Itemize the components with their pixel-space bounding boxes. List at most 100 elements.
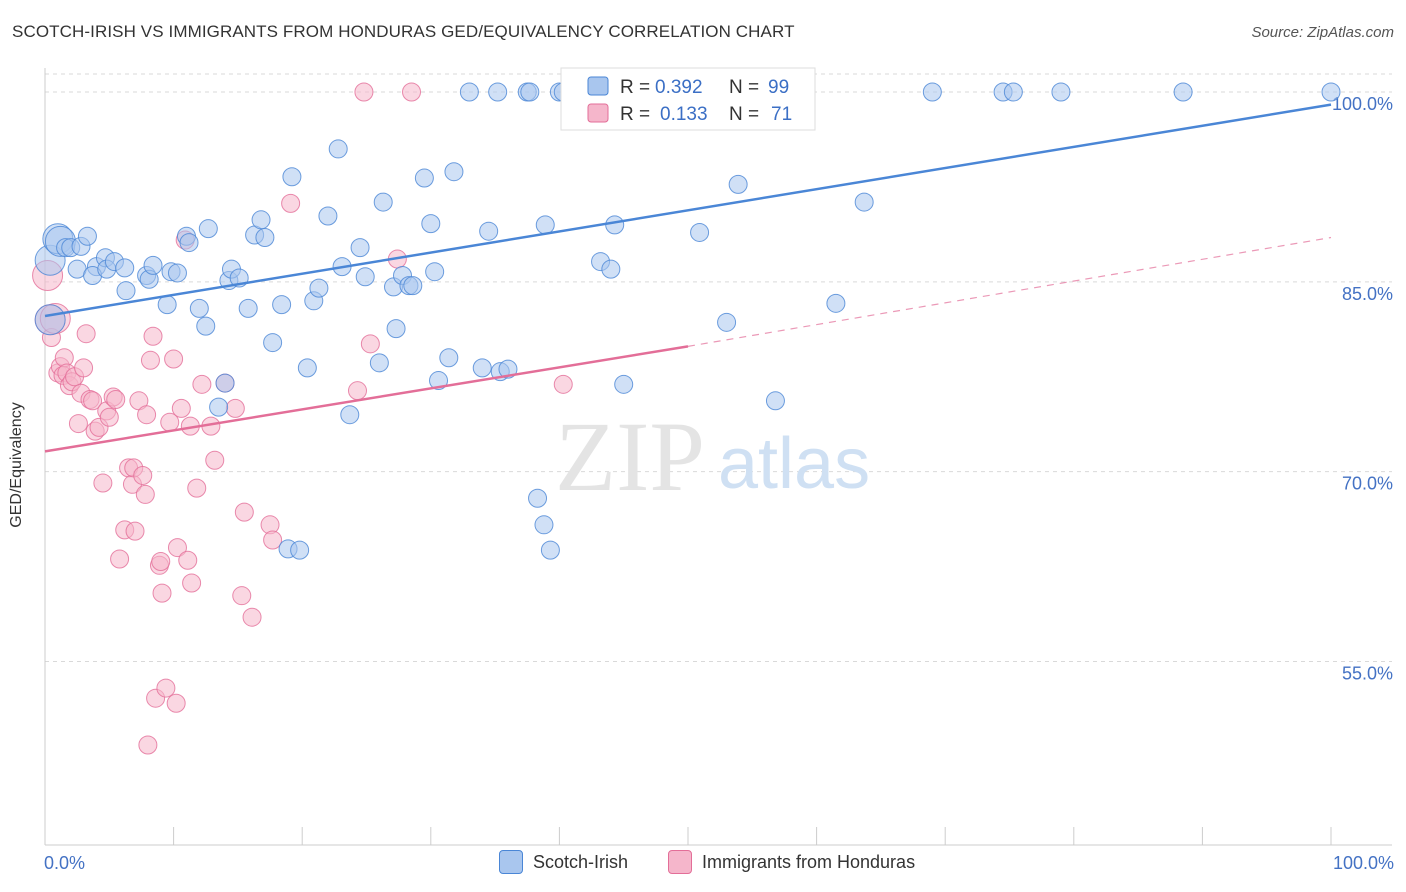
legend-item-scotch-irish[interactable]: Scotch-Irish [499, 850, 628, 874]
scotch-irish-point [179, 233, 199, 253]
series-honduras-points [32, 82, 573, 755]
x-tick-label-min: 0.0% [44, 853, 86, 873]
honduras-point [110, 549, 130, 569]
scotch-irish-point [189, 298, 209, 318]
scotch-irish-point [826, 293, 846, 313]
scotch-irish-point [340, 405, 360, 425]
scotch-irish-point [690, 222, 710, 242]
scotch-irish-point [209, 397, 229, 417]
trend-lines [44, 103, 1332, 453]
honduras-point [137, 405, 157, 425]
scotch-irish-point [272, 295, 292, 315]
honduras-point [232, 586, 252, 606]
trend-line-honduras-extension [687, 236, 1332, 347]
honduras-point [143, 326, 163, 346]
scotch-irish-point [472, 358, 492, 378]
scotch-irish-point [534, 515, 554, 535]
scotch-irish-point [1321, 82, 1341, 102]
y-tick-label: 100.0% [1332, 94, 1393, 114]
scotch-irish-point [238, 298, 258, 318]
scotch-irish-point [498, 359, 518, 379]
legend-swatch-blue [587, 76, 609, 96]
scotch-irish-point [765, 391, 785, 411]
legend-r-label: R = [620, 77, 650, 98]
honduras-point [360, 334, 380, 354]
honduras-point [234, 502, 254, 522]
honduras-point [106, 390, 126, 410]
legend-r-label: R = [620, 104, 650, 125]
scotch-irish-point [459, 82, 479, 102]
scotch-irish-point [429, 371, 449, 391]
honduras-point [354, 82, 374, 102]
honduras-point [281, 193, 301, 213]
honduras-point [164, 349, 184, 369]
trend-line-scotch-irish [44, 103, 1332, 318]
scotch-irish-point [528, 488, 548, 508]
trend-line-honduras [44, 345, 689, 453]
scotch-irish-point [535, 215, 555, 235]
honduras-point [151, 552, 171, 572]
honduras-point [347, 381, 367, 401]
legend-n-label: N = [729, 77, 759, 98]
scotch-irish-point [297, 358, 317, 378]
scotch-irish-point [421, 214, 441, 234]
watermark-zip: ZIP [555, 401, 705, 512]
scotch-irish-point [328, 139, 348, 159]
honduras-point [553, 374, 573, 394]
legend-n-value: 99 [768, 77, 789, 98]
honduras-point [205, 450, 225, 470]
honduras-point [187, 478, 207, 498]
honduras-point [138, 735, 158, 755]
honduras-point [166, 693, 186, 713]
scotch-irish-point [350, 238, 370, 258]
honduras-point [242, 607, 262, 627]
scotch-irish-point [290, 540, 310, 560]
scotch-irish-point [425, 262, 445, 282]
scotch-irish-point [601, 259, 621, 279]
scotch-irish-point [198, 219, 218, 239]
y-tick-labels: 55.0% 70.0% 85.0% 100.0% [1332, 94, 1393, 684]
axes [44, 68, 1392, 846]
y-tick-label: 70.0% [1342, 474, 1393, 494]
honduras-point [156, 678, 176, 698]
scotch-irish-point [34, 304, 66, 336]
scotch-irish-point [115, 258, 135, 278]
scotch-irish-point [116, 281, 136, 301]
scotch-irish-point [318, 206, 338, 226]
scotch-irish-point [1051, 82, 1071, 102]
scotch-irish-point [444, 162, 464, 182]
scotch-irish-point [157, 295, 177, 315]
legend-top: R = 0.392 N = 99 R = 0.133 N = 71 [560, 67, 816, 131]
scotch-irish-point [386, 319, 406, 339]
scotch-irish-point [520, 82, 540, 102]
legend-swatch-pink [587, 103, 609, 123]
scotch-irish-point [488, 82, 508, 102]
honduras-point [167, 538, 187, 558]
legend-label-honduras: Immigrants from Honduras [702, 851, 916, 872]
scotch-irish-point [403, 276, 423, 296]
honduras-point [192, 374, 212, 394]
scotch-irish-point [255, 228, 275, 248]
legend-item-honduras[interactable]: Immigrants from Honduras [668, 850, 915, 874]
gridlines [45, 73, 1392, 662]
scotch-irish-point [854, 192, 874, 212]
legend-swatch-honduras [668, 850, 692, 874]
y-tick-label: 85.0% [1342, 284, 1393, 304]
honduras-point [178, 550, 198, 570]
honduras-point [83, 391, 103, 411]
scotch-irish-point [479, 221, 499, 241]
scotch-irish-point [282, 167, 302, 187]
scotch-irish-point [922, 82, 942, 102]
scotch-irish-point [196, 316, 216, 336]
honduras-point [76, 324, 96, 344]
legend-swatch-scotch-irish [499, 850, 523, 874]
honduras-point [225, 398, 245, 418]
scotch-irish-point [614, 374, 634, 394]
legend-n-value: 71 [771, 104, 792, 125]
watermark-atlas: atlas [718, 424, 870, 504]
honduras-point [135, 484, 155, 504]
scotch-irish-point [263, 333, 283, 353]
y-tick-label: 55.0% [1342, 663, 1393, 683]
scotch-irish-point [414, 168, 434, 188]
